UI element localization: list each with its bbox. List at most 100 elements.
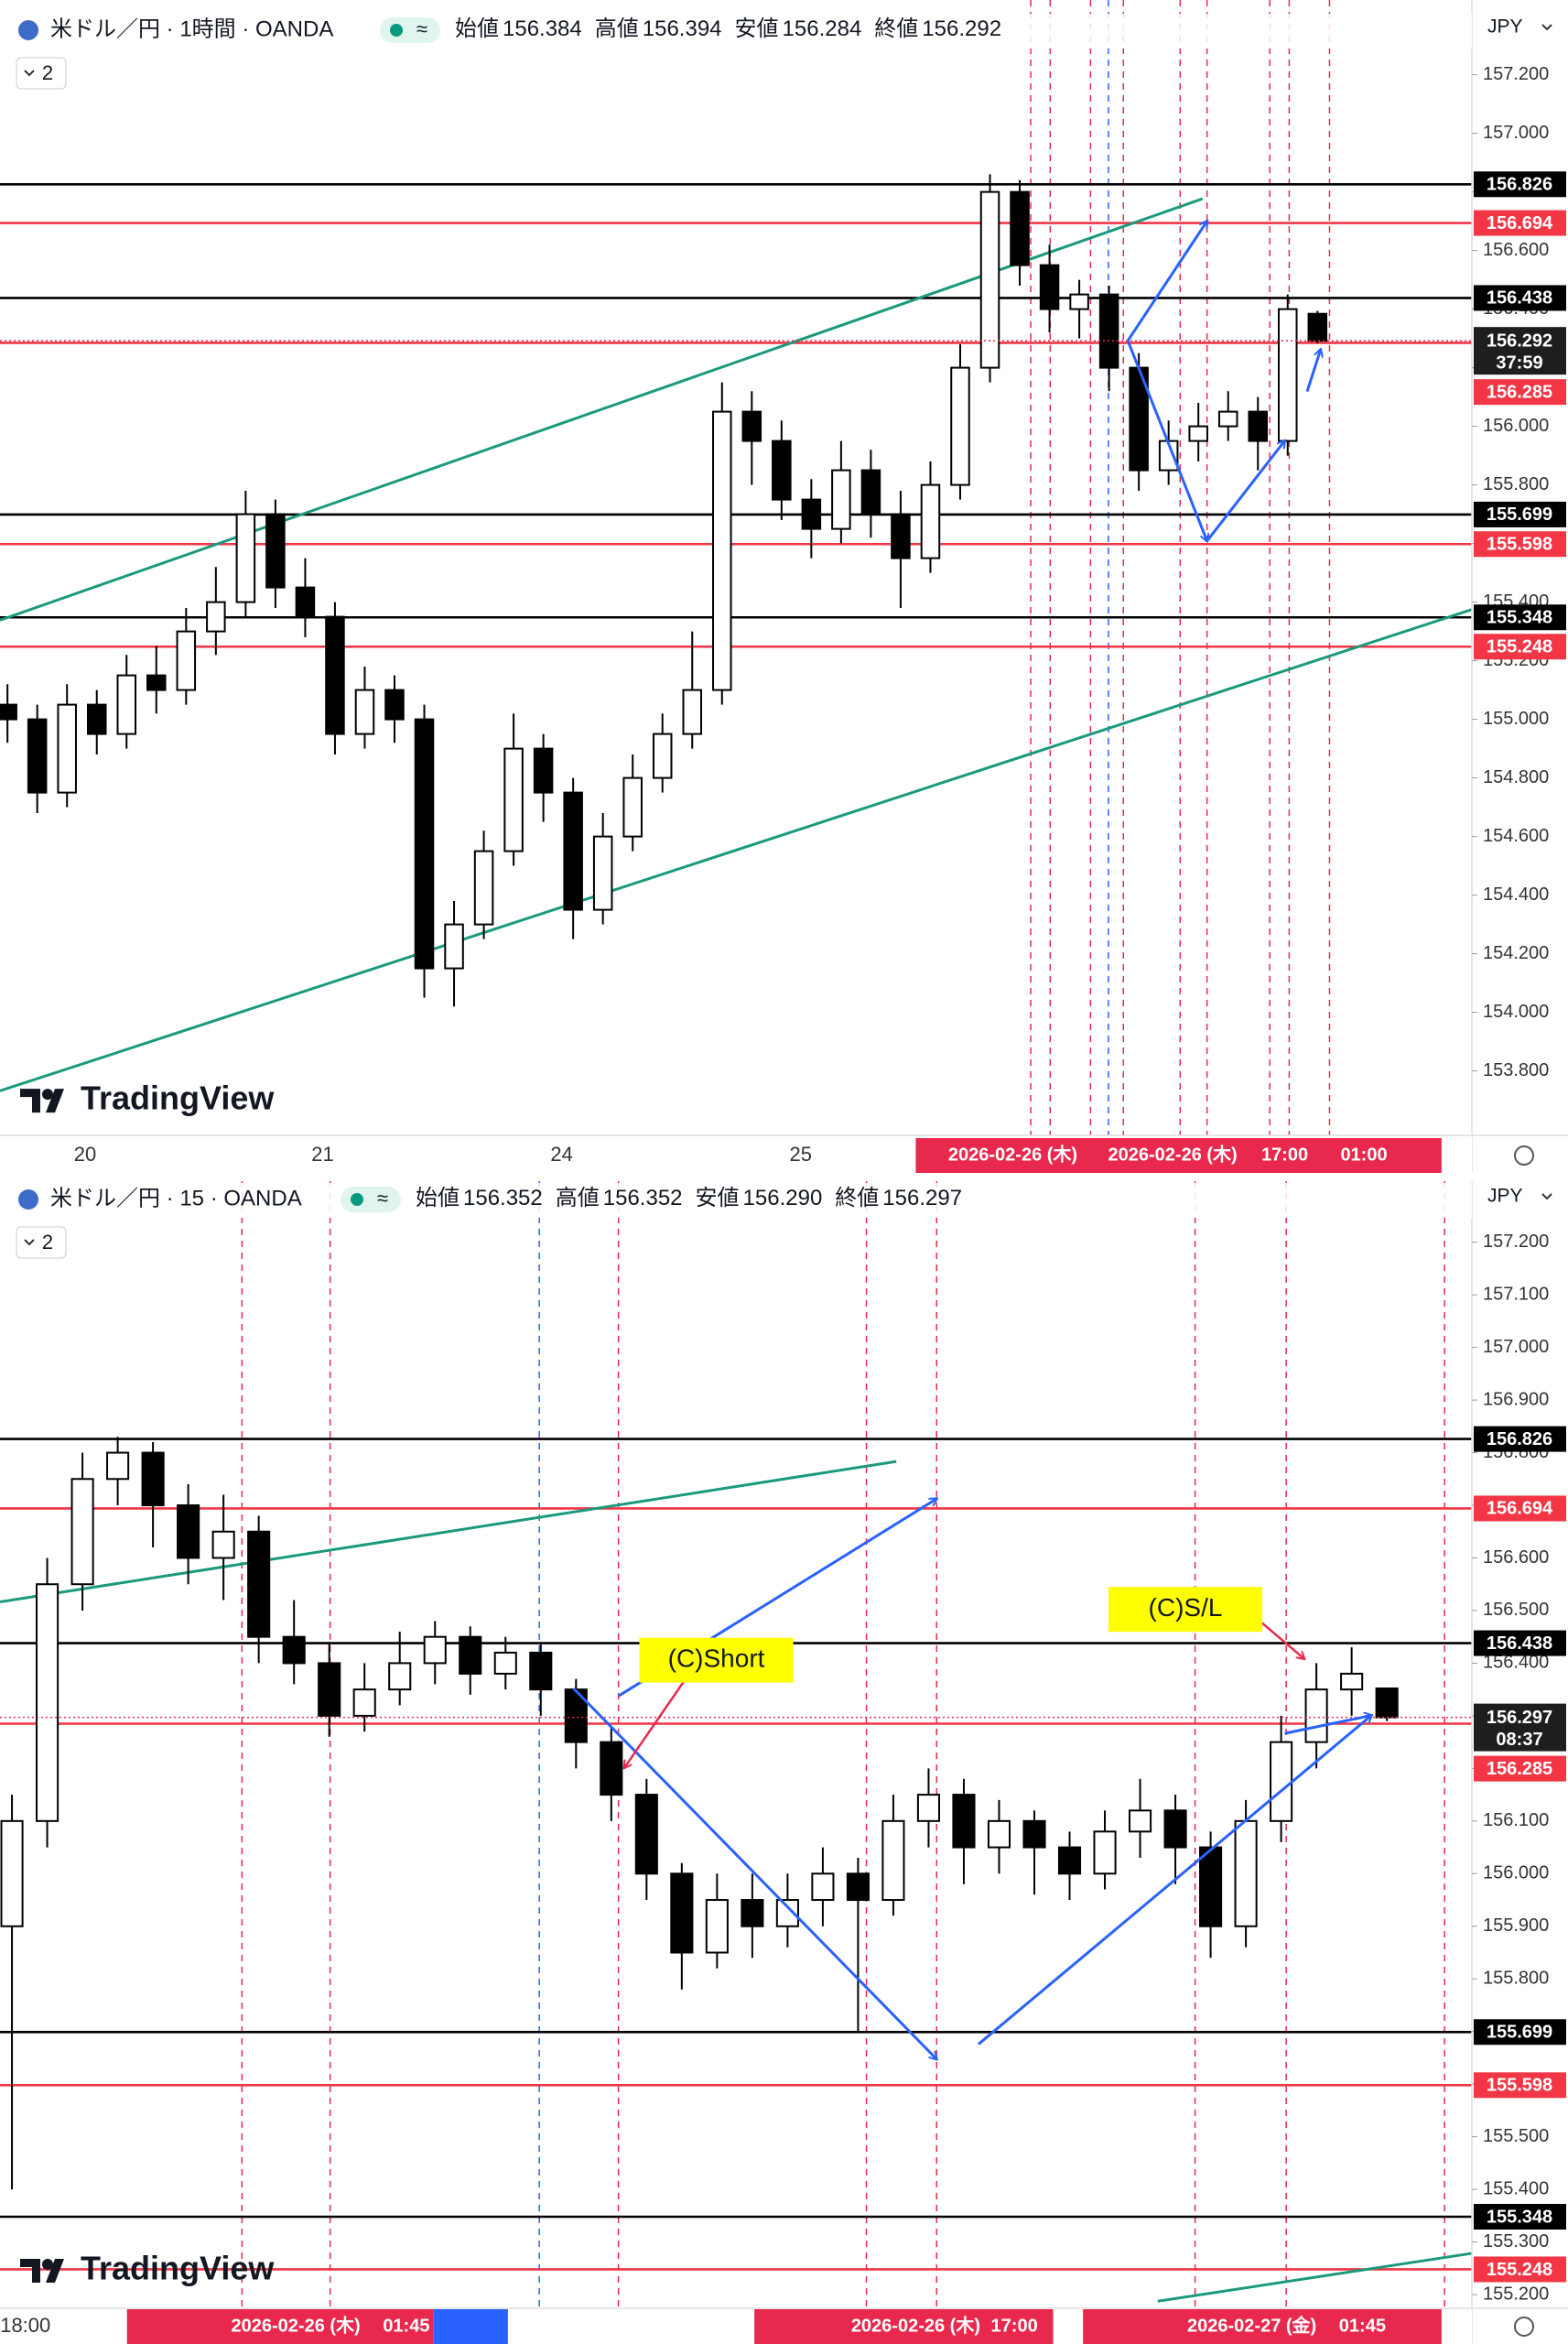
- drawing-arrow: [1206, 440, 1285, 542]
- chart-title: 米ドル／円 · 1時間 · OANDA: [50, 16, 333, 41]
- y-tick-label: 156.900: [1483, 1389, 1549, 1409]
- settings-icon[interactable]: [1514, 2317, 1534, 2337]
- candle-body: [775, 1899, 799, 1927]
- candle-body: [86, 703, 107, 735]
- candle-body: [860, 469, 881, 515]
- logo-dot: [42, 2259, 53, 2271]
- candle-body: [414, 718, 435, 970]
- y-tick-label: 157.000: [1483, 1337, 1549, 1357]
- indicator-count: 2: [42, 61, 53, 84]
- level-label: 155.248: [1487, 637, 1552, 657]
- time-label: 2026-02-26 (木): [232, 2314, 361, 2336]
- candle-body: [634, 1794, 658, 1875]
- annotation-box: [1108, 1587, 1263, 1633]
- y-tick-label: 155.300: [1483, 2231, 1549, 2252]
- candle-body: [1217, 410, 1238, 428]
- indicator-button[interactable]: [16, 1226, 67, 1259]
- candle-body: [265, 513, 286, 589]
- ohlc-value: 156.352: [463, 1186, 543, 1210]
- candle-body: [881, 1819, 905, 1902]
- time-label: 01:45: [383, 2316, 429, 2336]
- candle-body: [916, 1794, 941, 1822]
- candle-body: [384, 689, 405, 721]
- header-bg: [0, 14, 1472, 49]
- y-tick-label: 156.000: [1483, 416, 1549, 436]
- candle-body: [1163, 1809, 1187, 1849]
- y-tick-label: 155.800: [1483, 474, 1549, 494]
- level-label-box: [1474, 1495, 1566, 1522]
- symbol-icon: [18, 1189, 38, 1210]
- status-icon: ≈: [377, 1187, 388, 1210]
- ohlc-value: 156.384: [503, 16, 582, 41]
- level-label: 155.699: [1487, 2023, 1552, 2043]
- time-label: 01:45: [1339, 2316, 1386, 2336]
- y-tick-label: 155.400: [1483, 2178, 1549, 2198]
- level-label-box: [1474, 1755, 1566, 1782]
- candle-body: [1248, 410, 1268, 442]
- drawing-arrow: [572, 1687, 937, 2059]
- price-label: 156.297: [1487, 1708, 1552, 1728]
- candle-body: [1199, 1846, 1223, 1927]
- drawing-arrow: [624, 1676, 688, 1768]
- status-dot: [351, 1193, 363, 1206]
- candle-body: [1128, 1809, 1152, 1833]
- candle-body: [493, 1651, 517, 1675]
- candle-body: [352, 1688, 376, 1717]
- candle-body: [27, 718, 48, 794]
- level-label-box: [1474, 2204, 1566, 2230]
- currency-chevron: [1541, 1193, 1552, 1200]
- time-highlight: [1083, 2309, 1442, 2344]
- ohlc-label: 始値: [455, 16, 499, 41]
- candle-body: [116, 674, 137, 735]
- y-tick-label: 156.400: [1483, 1653, 1549, 1673]
- status-dot: [390, 24, 403, 37]
- candle-body: [1270, 1741, 1293, 1822]
- candle-body: [600, 1741, 623, 1796]
- candle-body: [920, 483, 941, 559]
- ohlc-value: 156.292: [922, 16, 1001, 41]
- level-label: 156.285: [1487, 382, 1552, 402]
- y-tick-label: 156.500: [1483, 1600, 1549, 1620]
- ohlc-label: 高値: [556, 1186, 600, 1210]
- level-label: 155.348: [1487, 608, 1552, 628]
- status-pill: [380, 17, 440, 43]
- ohlc-label: 安値: [735, 16, 779, 41]
- candle-body: [354, 689, 375, 735]
- time-label: 2026-02-26 (木): [521, 2314, 650, 2336]
- time-label: 2026-02-27 (金): [1187, 2314, 1316, 2336]
- indicator-button[interactable]: [16, 57, 67, 90]
- level-label: 155.248: [1487, 2260, 1552, 2280]
- candle-body: [235, 513, 256, 603]
- header-bg: [0, 1183, 1472, 1218]
- candle-body: [206, 601, 226, 633]
- y-tick-label: 153.800: [1483, 1060, 1549, 1080]
- x-tick-label: 25: [790, 1143, 812, 1166]
- y-tick-label: 156.600: [1483, 1547, 1549, 1568]
- candle-body: [1093, 1830, 1117, 1875]
- candle-body: [473, 850, 494, 926]
- trend-line: [1157, 2252, 1472, 2303]
- level-label: 155.598: [1487, 2076, 1552, 2096]
- time-highlight: [433, 2309, 508, 2344]
- y-tick-label: 154.400: [1483, 884, 1549, 905]
- ohlc-value: 156.284: [783, 16, 862, 41]
- level-label-box: [1474, 2072, 1566, 2099]
- y-tick-label: 155.800: [1483, 1969, 1549, 1989]
- drawing-arrow: [1254, 1615, 1304, 1659]
- candle-body: [811, 1872, 835, 1902]
- candle-body: [146, 674, 167, 691]
- candle-body: [1022, 1819, 1046, 1849]
- trend-line: [0, 197, 1204, 622]
- chevron: [24, 1239, 35, 1246]
- logo-dot: [42, 1089, 53, 1101]
- currency: JPY: [1487, 16, 1523, 38]
- y-tick-label: 157.200: [1483, 64, 1549, 84]
- level-label: 155.348: [1487, 2207, 1552, 2227]
- drawing-arrow: [1284, 1716, 1372, 1735]
- y-tick-label: 154.600: [1483, 826, 1549, 846]
- level-label-box: [1474, 1630, 1566, 1656]
- settings-icon[interactable]: [1514, 1145, 1534, 1166]
- candle-body: [592, 835, 613, 911]
- level-label: 155.699: [1487, 505, 1552, 525]
